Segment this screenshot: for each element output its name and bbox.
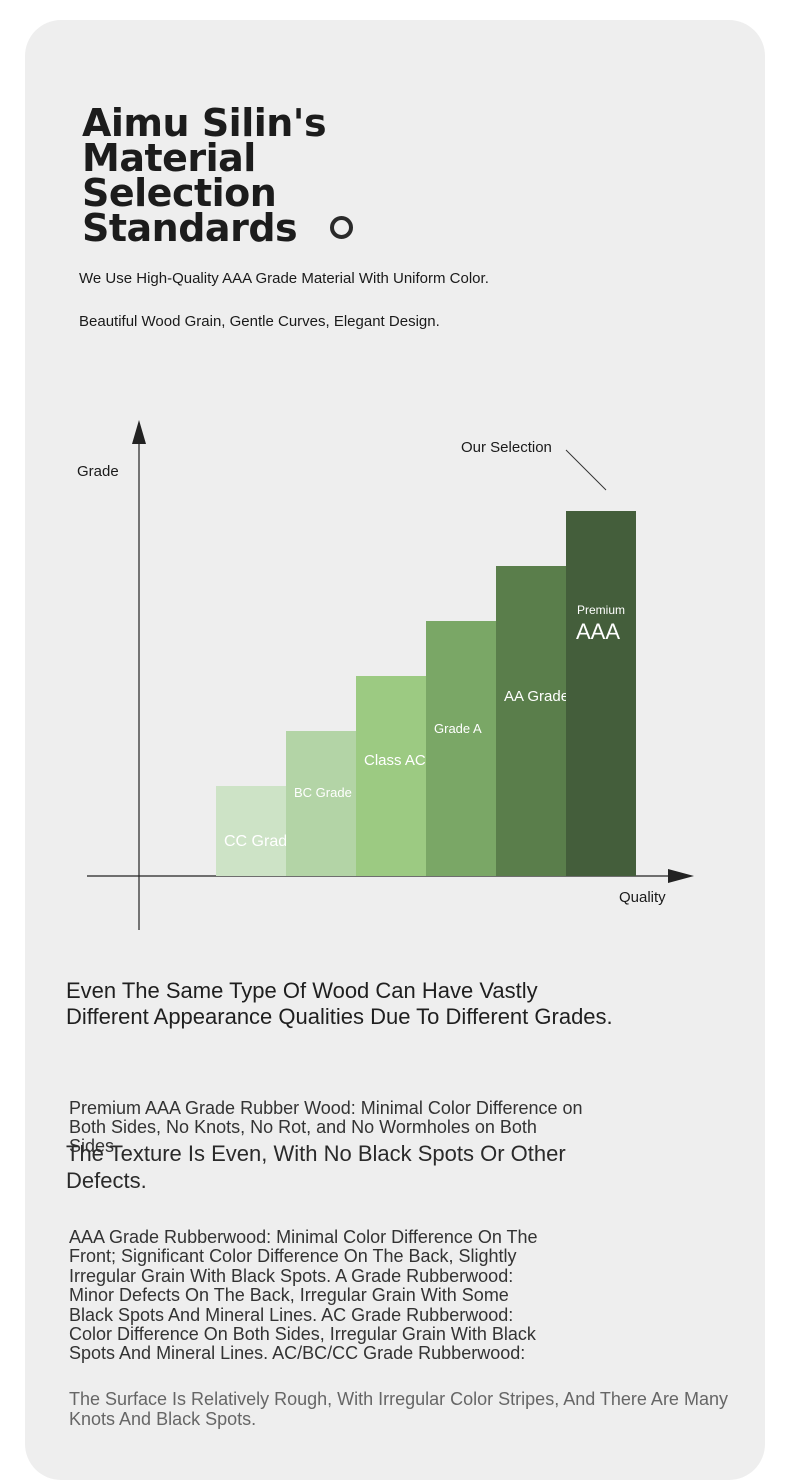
bar-label: CC Grade [224,833,296,850]
paragraph-surface: The Surface Is Relatively Rough, With Ir… [69,1389,728,1429]
bar-label: AAA [576,619,620,644]
bar-cc-grade [216,786,286,876]
paragraph-premium: Premium AAA Grade Rubber Wood: Minimal C… [69,1098,583,1156]
bar-label: Class AC [364,752,426,769]
bar-aa-grade [496,566,566,876]
x-axis-arrow-icon [668,869,694,883]
paragraph-grades: AAA Grade Rubberwood: Minimal Color Diff… [69,1227,538,1364]
paragraph-texture: The Texture Is Even, With No Black Spots… [66,1141,566,1193]
x-axis-label: Quality [619,889,666,906]
bar-label: AA Grade [504,688,569,705]
y-axis-label: Grade [77,463,119,480]
y-axis-arrow-icon [132,420,146,444]
page-title: Aimu Silin's Material Selection Standard… [82,101,327,250]
bar-grade-a [426,621,496,876]
ring-icon [330,216,353,239]
bar-class-ac [356,676,426,876]
annotation-label: Our Selection [461,439,552,456]
bar-label: BC Grade [294,785,352,800]
bar-label: Grade A [434,721,482,736]
section-heading: Even The Same Type Of Wood Can Have Vast… [66,978,613,1029]
subtitle-quality: We Use High-Quality AAA Grade Material W… [79,270,489,287]
subtitle-design: Beautiful Wood Grain, Gentle Curves, Ele… [79,313,440,330]
bar-prefix-label: Premium [577,603,625,617]
bar-aaa [566,511,636,876]
annotation-leader [565,449,607,491]
grade-chart: Grade Quality CC Grade BC Grade Class AC Gr… [77,420,694,930]
bar-bc-grade [286,731,356,876]
